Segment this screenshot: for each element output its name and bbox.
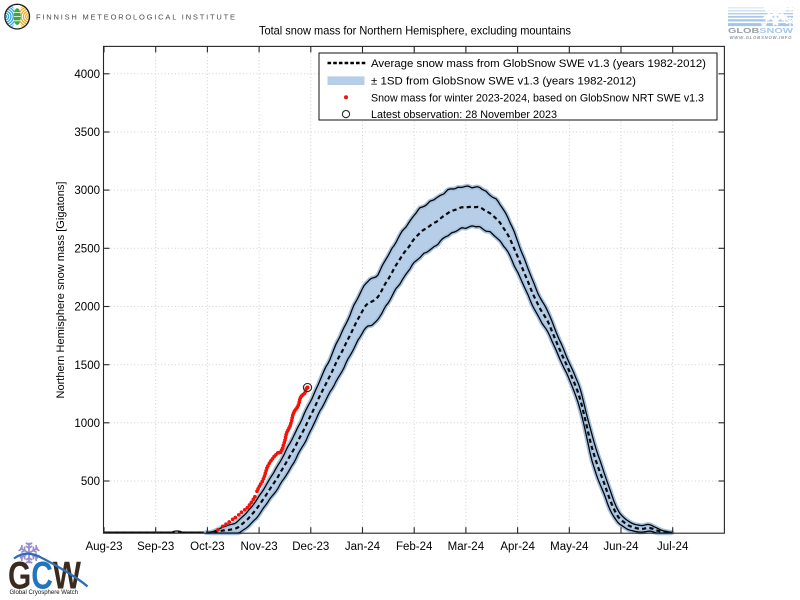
svg-text:4000: 4000 — [74, 69, 100, 81]
svg-text:Jul-24: Jul-24 — [657, 541, 689, 553]
svg-text:Total snow mass for Northern H: Total snow mass for Northern Hemisphere,… — [259, 24, 571, 37]
svg-text:3500: 3500 — [74, 127, 100, 139]
svg-text:Latest observation: 28 Novembe: Latest observation: 28 November 2023 — [371, 109, 557, 121]
svg-text:Jun-24: Jun-24 — [603, 541, 639, 553]
svg-text:Nov-23: Nov-23 — [241, 541, 278, 553]
svg-text:Northern Hemisphere snow mass: Northern Hemisphere snow mass [Gigatons] — [55, 182, 67, 399]
svg-text:1500: 1500 — [74, 360, 100, 372]
svg-text:Jan-24: Jan-24 — [345, 541, 381, 553]
svg-text:Average snow mass from GlobSno: Average snow mass from GlobSnow SWE v1.3… — [371, 58, 706, 70]
svg-text:2000: 2000 — [74, 302, 100, 314]
svg-text:Feb-24: Feb-24 — [396, 541, 433, 553]
svg-text:FINNISH METEOROLOGICAL INSTITU: FINNISH METEOROLOGICAL INSTITUTE — [36, 13, 235, 22]
svg-text:Apr-24: Apr-24 — [500, 541, 535, 553]
svg-text:GLOBSNOW: GLOB SNOW — [728, 28, 794, 35]
svg-text:Oct-23: Oct-23 — [190, 541, 225, 553]
svg-text:500: 500 — [81, 476, 100, 488]
svg-text:Sep-23: Sep-23 — [137, 541, 174, 553]
svg-text:Dec-23: Dec-23 — [292, 541, 329, 553]
svg-text:2500: 2500 — [74, 243, 100, 255]
svg-text:May-24: May-24 — [550, 541, 589, 553]
svg-text:Mar-24: Mar-24 — [448, 541, 485, 553]
svg-text:3000: 3000 — [74, 185, 100, 197]
svg-text:1000: 1000 — [74, 418, 100, 430]
svg-text:Global Cryosphere Watch: Global Cryosphere Watch — [10, 589, 79, 596]
svg-text:Aug-23: Aug-23 — [85, 541, 122, 553]
svg-text:GCW: GCW — [8, 555, 82, 598]
svg-text:WWW.GLOBSNOW.INFO: WWW.GLOBSNOW.INFO — [730, 35, 793, 40]
svg-text:± 1SD from GlobSnow SWE v1.3 (: ± 1SD from GlobSnow SWE v1.3 (years 1982… — [371, 75, 636, 87]
svg-text:Snow mass for winter 2023-2024: Snow mass for winter 2023-2024, based on… — [371, 92, 704, 104]
